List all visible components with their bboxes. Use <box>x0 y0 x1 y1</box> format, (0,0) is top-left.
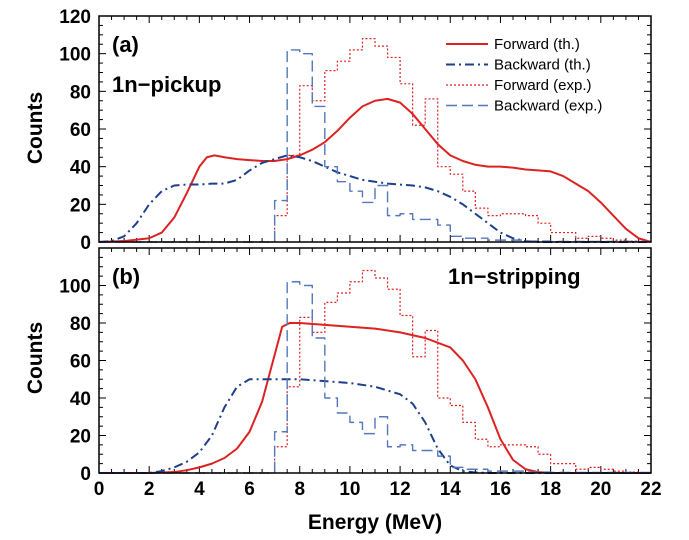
annotation-1n-stripping: 1n−stripping <box>448 264 581 289</box>
y-tick-label: 80 <box>70 314 91 335</box>
y-tick-label: 80 <box>70 82 91 103</box>
y-tick-label: 0 <box>80 464 91 485</box>
panel-label-b: (b) <box>112 264 140 289</box>
legend-label-backward-exp: Backward (exp.) <box>494 98 602 115</box>
panel-a: 0 20 40 60 80 100 120 <box>59 7 652 254</box>
y-axis-label-a: Counts <box>24 92 47 164</box>
y-tick-label: 60 <box>70 352 91 373</box>
legend-label-forward-th: Forward (th.) <box>494 36 580 53</box>
x-tick-label: 12 <box>390 479 411 500</box>
y-tick-label: 40 <box>70 158 91 179</box>
y-tick-label: 20 <box>70 427 91 448</box>
x-tick-label: 2 <box>144 479 155 500</box>
series-backward-exp <box>99 49 652 243</box>
x-tick-label: 18 <box>540 479 561 500</box>
y-tick-label: 0 <box>80 233 91 254</box>
y-tick-label: 100 <box>59 277 91 298</box>
series-forward-th <box>98 97 652 243</box>
legend-label-backward-th: Backward (th.) <box>494 57 591 74</box>
plot-frame <box>98 247 652 474</box>
series-backward-th <box>99 378 651 474</box>
x-tick-label: 4 <box>194 479 205 500</box>
x-tick-label: 0 <box>94 479 105 500</box>
y-tick-label: 100 <box>59 45 91 66</box>
plot-frame <box>98 15 652 243</box>
panel-b: 0 20 40 60 80 100 0 2 4 6 8 10 12 14 16 18 20 22 <box>59 247 662 500</box>
x-tick-label: 16 <box>490 479 511 500</box>
annotation-1n-pickup: 1n−pickup <box>112 72 221 97</box>
legend-label-forward-exp: Forward (exp.) <box>494 77 592 94</box>
x-axis-label: Energy (MeV) <box>308 511 442 534</box>
y-axis-label-b: Counts <box>24 322 47 394</box>
series-forward-exp <box>99 269 651 474</box>
legend: Forward (th.) Backward (th.) Forward (ex… <box>446 36 602 115</box>
series-forward-th <box>99 322 651 474</box>
x-tick-label: 8 <box>294 479 305 500</box>
y-tick-label: 60 <box>70 120 91 141</box>
x-tick-label: 10 <box>339 479 360 500</box>
x-tick-label: 22 <box>640 479 661 500</box>
series-forward-exp <box>99 38 651 243</box>
x-tick-label: 14 <box>440 479 462 500</box>
series-backward-th <box>98 154 651 243</box>
series-backward-exp <box>99 281 652 474</box>
y-tick-label: 40 <box>70 389 91 410</box>
panel-label-a: (a) <box>112 32 139 57</box>
x-tick-label: 6 <box>244 479 255 500</box>
y-tick-label: 20 <box>70 195 91 216</box>
x-tick-label: 20 <box>590 479 611 500</box>
y-tick-label: 120 <box>59 7 91 28</box>
